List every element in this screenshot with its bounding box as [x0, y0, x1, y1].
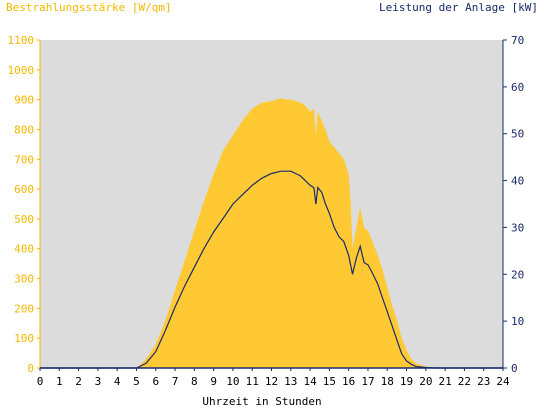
x-axis-tick-label: 2	[75, 375, 82, 388]
x-axis-tick-label: 5	[133, 375, 140, 388]
x-axis-tick-label: 23	[477, 375, 490, 388]
left-axis-tick-label: 300	[14, 273, 34, 286]
right-axis-tick-label: 60	[511, 81, 524, 94]
x-axis-tick-label: 17	[361, 375, 374, 388]
left-axis-tick-label: 500	[14, 213, 34, 226]
x-axis-tick-label: 3	[95, 375, 102, 388]
x-axis-tick-label: 11	[246, 375, 259, 388]
left-axis-tick-label: 800	[14, 123, 34, 136]
right-axis-tick-label: 70	[511, 34, 524, 47]
x-axis-tick-label: 14	[303, 375, 317, 388]
left-axis-tick-label: 1000	[8, 64, 35, 77]
left-axis-tick-label: 1100	[8, 34, 35, 47]
x-axis-title: Uhrzeit in Stunden	[202, 395, 321, 408]
left-axis-tick-label: 0	[27, 362, 34, 375]
x-axis-tick-label: 10	[226, 375, 239, 388]
x-axis-tick-label: 7	[172, 375, 179, 388]
x-axis-tick-label: 4	[114, 375, 121, 388]
x-axis-tick-label: 15	[323, 375, 336, 388]
x-axis-tick-label: 20	[419, 375, 432, 388]
axes: 0100200300400500600700800900100011000102…	[8, 34, 525, 388]
left-axis-tick-label: 700	[14, 153, 34, 166]
left-axis-title: Bestrahlungsstärke [W/qm]	[6, 1, 172, 14]
right-axis-tick-label: 20	[511, 268, 524, 281]
left-axis-tick-label: 600	[14, 183, 34, 196]
left-axis-tick-label: 400	[14, 243, 34, 256]
x-axis-tick-label: 22	[458, 375, 471, 388]
irradiance-area	[40, 98, 503, 368]
right-axis-tick-label: 0	[511, 362, 518, 375]
irradiance-series	[40, 98, 503, 368]
x-axis-tick-label: 13	[284, 375, 297, 388]
x-axis-tick-label: 8	[191, 375, 198, 388]
x-axis-tick-label: 21	[439, 375, 452, 388]
power-series	[40, 170, 503, 369]
x-axis-tick-label: 12	[265, 375, 278, 388]
right-axis-tick-label: 30	[511, 221, 524, 234]
x-axis-tick-label: 9	[210, 375, 217, 388]
right-axis-title: Leistung der Anlage [kW]	[379, 1, 538, 14]
x-axis-tick-label: 6	[152, 375, 159, 388]
right-axis-tick-label: 10	[511, 315, 524, 328]
x-axis-tick-label: 19	[400, 375, 413, 388]
left-axis-tick-label: 200	[14, 302, 34, 315]
right-axis-tick-label: 40	[511, 175, 524, 188]
x-axis-tick-label: 1	[56, 375, 63, 388]
x-axis-tick-label: 18	[381, 375, 394, 388]
right-axis-tick-label: 50	[511, 128, 524, 141]
x-axis-tick-label: 0	[37, 375, 44, 388]
left-axis-tick-label: 100	[14, 332, 34, 345]
x-axis-tick-label: 24	[496, 375, 510, 388]
left-axis-tick-label: 900	[14, 94, 34, 107]
x-axis-tick-label: 16	[342, 375, 355, 388]
power-line	[40, 170, 503, 369]
